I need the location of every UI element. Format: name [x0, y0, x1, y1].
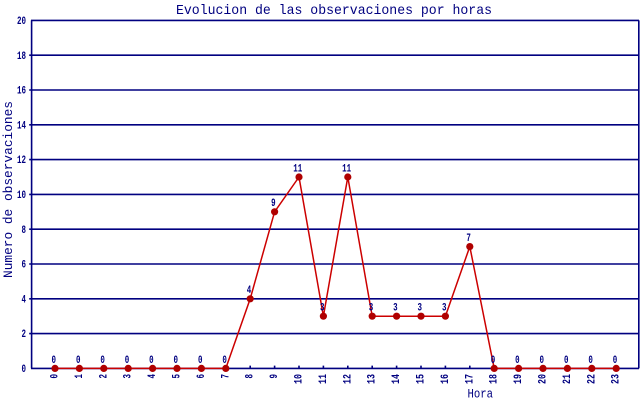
svg-text:20: 20: [538, 374, 550, 384]
svg-text:3: 3: [418, 303, 423, 315]
svg-text:10: 10: [294, 374, 306, 384]
svg-text:7: 7: [220, 374, 232, 379]
svg-text:0: 0: [515, 355, 520, 367]
svg-text:0: 0: [76, 355, 81, 367]
svg-text:0: 0: [491, 355, 496, 367]
svg-text:Hora: Hora: [468, 387, 494, 400]
svg-text:Numero de observaciones: Numero de observaciones: [1, 101, 16, 278]
svg-text:0: 0: [22, 364, 27, 376]
svg-text:0: 0: [149, 355, 154, 367]
svg-text:21: 21: [562, 374, 574, 384]
svg-text:17: 17: [464, 374, 476, 384]
svg-text:0: 0: [588, 355, 593, 367]
svg-text:8: 8: [245, 374, 257, 379]
svg-text:0: 0: [564, 355, 569, 367]
svg-text:6: 6: [196, 374, 208, 379]
svg-text:3: 3: [369, 303, 374, 315]
svg-text:0: 0: [174, 355, 179, 367]
svg-text:18: 18: [17, 51, 26, 63]
svg-text:0: 0: [125, 355, 130, 367]
svg-text:4: 4: [147, 374, 159, 379]
svg-text:0: 0: [50, 374, 62, 379]
svg-text:11: 11: [318, 374, 330, 384]
svg-text:0: 0: [540, 355, 545, 367]
svg-text:2: 2: [22, 329, 27, 341]
svg-text:13: 13: [367, 374, 379, 384]
svg-text:0: 0: [198, 355, 203, 367]
svg-text:Evolucion de las observaciones: Evolucion de las observaciones por horas: [176, 3, 492, 19]
svg-text:2: 2: [98, 374, 110, 379]
svg-text:3: 3: [442, 303, 447, 315]
svg-text:11: 11: [293, 163, 302, 175]
svg-text:10: 10: [17, 190, 26, 202]
svg-text:11: 11: [342, 163, 351, 175]
svg-text:18: 18: [489, 374, 501, 384]
svg-text:20: 20: [17, 16, 26, 28]
svg-text:5: 5: [172, 374, 184, 379]
svg-text:1: 1: [74, 374, 86, 379]
svg-text:23: 23: [611, 374, 623, 384]
svg-text:8: 8: [22, 225, 27, 237]
svg-text:15: 15: [416, 374, 428, 384]
svg-text:14: 14: [391, 374, 403, 384]
svg-text:22: 22: [586, 374, 598, 384]
svg-text:16: 16: [440, 374, 452, 384]
svg-text:16: 16: [17, 86, 26, 98]
svg-text:9: 9: [269, 374, 281, 379]
svg-text:14: 14: [17, 120, 26, 132]
svg-text:3: 3: [393, 303, 398, 315]
svg-text:12: 12: [342, 374, 354, 384]
svg-text:9: 9: [271, 198, 276, 210]
svg-text:4: 4: [22, 294, 27, 306]
svg-text:19: 19: [513, 374, 525, 384]
svg-text:0: 0: [52, 355, 57, 367]
svg-text:4: 4: [247, 285, 252, 297]
svg-text:0: 0: [222, 355, 227, 367]
svg-text:0: 0: [613, 355, 618, 367]
svg-text:12: 12: [17, 155, 26, 167]
svg-text:7: 7: [466, 233, 471, 245]
svg-text:3: 3: [320, 303, 325, 315]
svg-text:6: 6: [22, 260, 27, 272]
svg-text:0: 0: [100, 355, 105, 367]
svg-text:3: 3: [123, 374, 135, 379]
